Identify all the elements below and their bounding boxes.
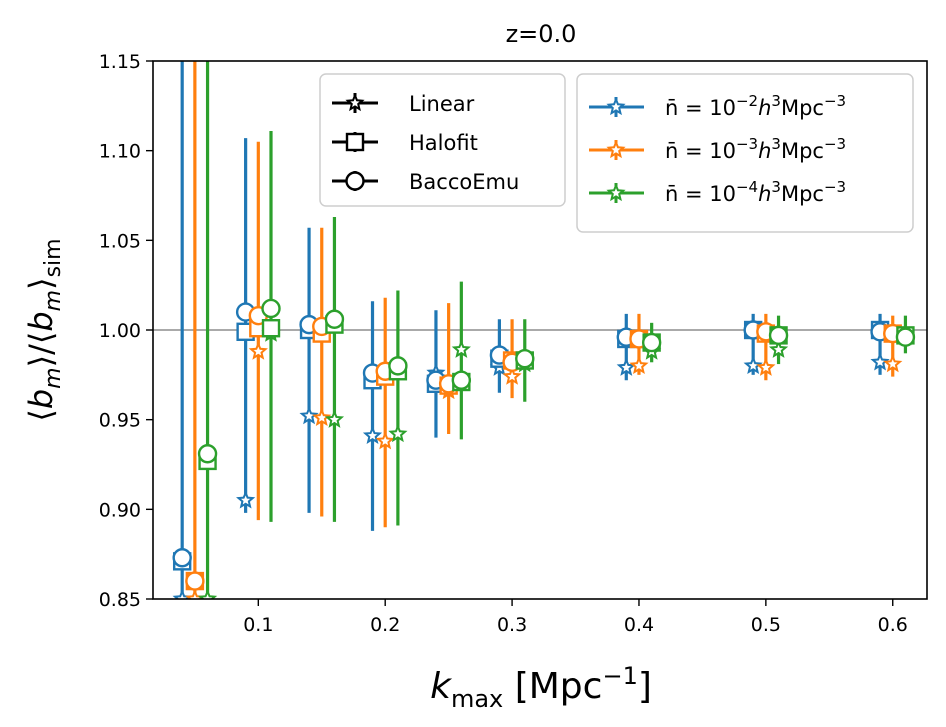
y-tick-label: 1.05 xyxy=(99,230,141,252)
x-axis-label: kmax [Mpc−1] xyxy=(430,662,652,713)
point-bacco xyxy=(172,548,192,568)
x-tick-label: 0.1 xyxy=(243,614,273,636)
y-tick-label: 1.00 xyxy=(99,320,141,342)
data-layer xyxy=(172,61,916,599)
x-axis-label-sup: −1 xyxy=(602,662,637,690)
point-linear xyxy=(451,339,471,358)
legend-marker xyxy=(606,96,626,116)
point-linear xyxy=(248,341,268,360)
point-linear xyxy=(299,405,319,425)
point-linear xyxy=(362,425,383,444)
legend-marker xyxy=(345,92,365,112)
point-bacco xyxy=(768,325,789,346)
legend-item-density: n̄ = 10−2h3Mpc−3 xyxy=(589,92,846,120)
point-linear xyxy=(324,409,345,428)
point-bacco xyxy=(185,571,205,591)
legend-marker xyxy=(345,132,365,152)
y-tick-label: 1.15 xyxy=(99,51,141,73)
point-bacco xyxy=(515,348,535,369)
point-halofit xyxy=(261,319,281,338)
point-linear xyxy=(312,407,332,427)
point-linear xyxy=(743,355,763,375)
point-linear xyxy=(756,357,776,376)
legend-item-density: n̄ = 10−3h3Mpc−3 xyxy=(589,135,846,163)
point-linear xyxy=(236,490,256,509)
svg-text:⟨bm⟩/⟨bm⟩sim: ⟨bm⟩/⟨bm⟩sim xyxy=(22,238,66,421)
y-axis-label: ⟨bm⟩/⟨bm⟩sim xyxy=(22,238,66,421)
x-axis-label-sub: max xyxy=(451,685,503,713)
x-axis-label-close: ] xyxy=(638,666,652,707)
x-tick-label: 0.5 xyxy=(751,614,781,636)
x-tick-label: 0.4 xyxy=(624,614,654,636)
legend-densities: n̄ = 10−2h3Mpc−3 n̄ = 10−3h3Mpc−3 n̄ = 10−… xyxy=(576,73,914,233)
point-linear xyxy=(375,431,395,450)
legend-marker xyxy=(345,171,365,191)
legend-label: n̄ = 10−4h3Mpc−3 xyxy=(665,178,846,206)
x-tick-label: 0.2 xyxy=(370,614,400,636)
legend-label: BaccoEmu xyxy=(409,170,519,194)
legend-item-model: Linear xyxy=(332,92,475,116)
point-bacco xyxy=(451,370,472,390)
chart-title: z=0.0 xyxy=(506,20,577,48)
point-bacco xyxy=(324,309,345,329)
legend-label: Linear xyxy=(409,92,475,116)
legend-item-density: n̄ = 10−4h3Mpc−3 xyxy=(589,178,846,206)
y-tick-label: 1.10 xyxy=(99,141,141,163)
point-bacco xyxy=(388,356,408,376)
point-linear xyxy=(197,588,218,599)
point-linear xyxy=(768,339,789,358)
point-bacco xyxy=(895,327,916,347)
x-tick-label: 0.3 xyxy=(497,614,527,636)
point-bacco xyxy=(641,332,662,353)
legend-label: Halofit xyxy=(409,131,478,155)
point-bacco xyxy=(261,298,281,319)
legend-marker xyxy=(606,182,626,202)
legend-marker xyxy=(606,139,626,159)
point-linear xyxy=(870,352,890,371)
x-axis-label-k: k xyxy=(430,666,453,707)
point-linear xyxy=(629,355,649,375)
legend-models: Linear Halofit BaccoEmu xyxy=(319,73,566,207)
plot-area: 0.1 0.2 0.3 0.4 0.5 0.6 0.85 0.90 0.95 1.00 1.05 1.… xyxy=(99,51,928,636)
legend-label: n̄ = 10−2h3Mpc−3 xyxy=(665,92,846,120)
point-linear xyxy=(388,423,408,443)
legend-label: n̄ = 10−3h3Mpc−3 xyxy=(665,135,846,163)
y-tick-label: 0.85 xyxy=(99,589,141,611)
point-linear xyxy=(883,353,903,373)
point-linear xyxy=(616,357,636,376)
point-bacco xyxy=(197,444,218,464)
x-tick-label: 0.6 xyxy=(878,614,908,636)
x-axis-label-unit: [Mpc xyxy=(503,666,602,707)
legend-item-model: Halofit xyxy=(332,131,478,155)
y-tick-label: 0.95 xyxy=(99,410,141,432)
legend-item-model: BaccoEmu xyxy=(332,170,519,194)
y-tick-label: 0.90 xyxy=(99,499,141,521)
point-linear xyxy=(502,366,522,385)
